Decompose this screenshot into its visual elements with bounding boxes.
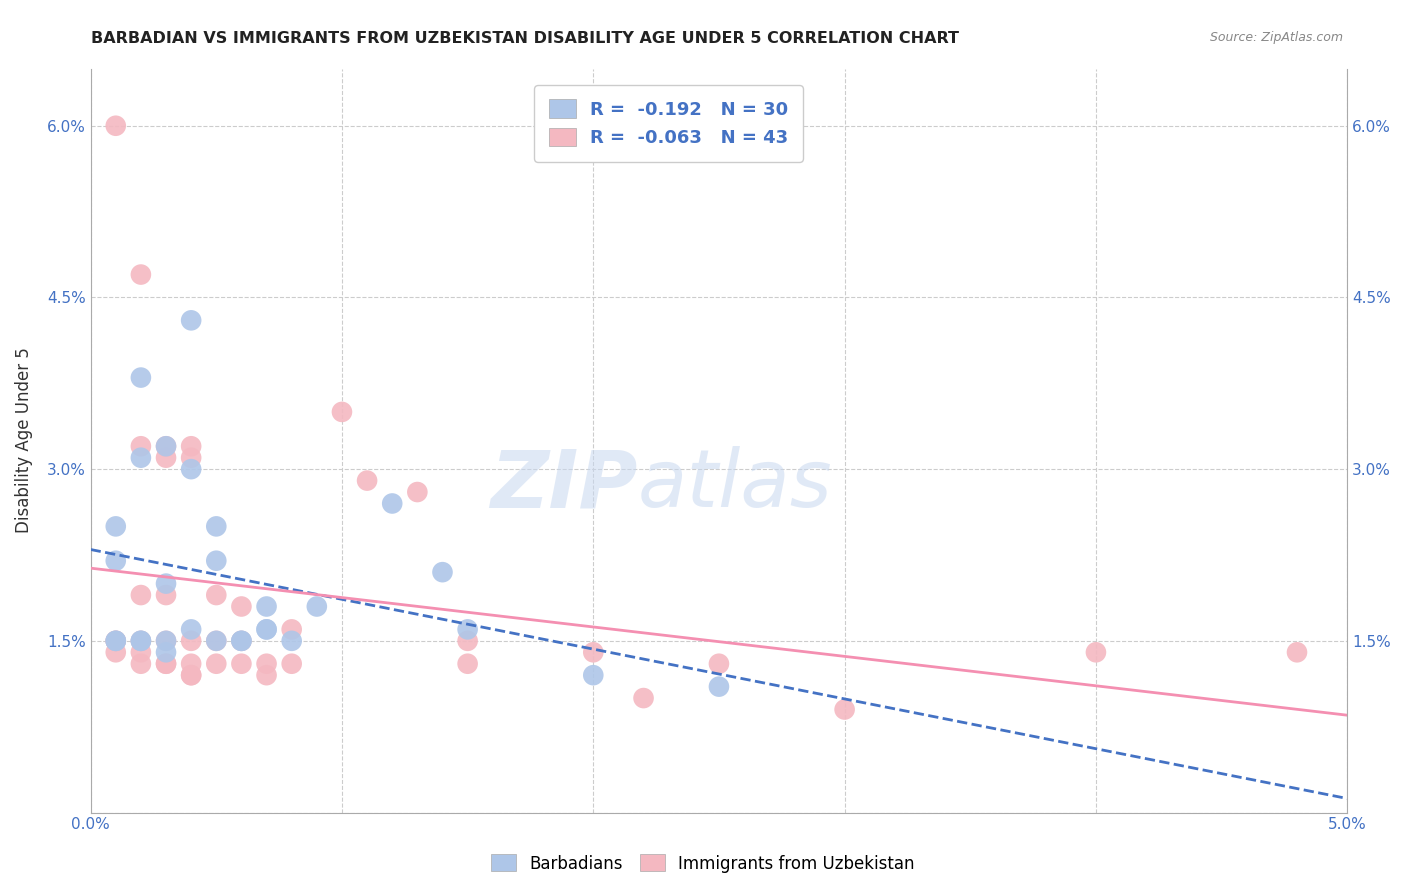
Point [155,633,177,648]
Point [129,645,152,659]
Point [205,657,228,671]
Point [256,668,278,682]
Point [129,439,152,453]
Point [707,680,730,694]
Point [104,554,127,568]
Point [155,657,177,671]
Text: Source: ZipAtlas.com: Source: ZipAtlas.com [1209,31,1343,45]
Point [457,633,479,648]
Point [256,599,278,614]
Point [406,485,429,500]
Point [330,405,353,419]
Point [129,268,152,282]
Point [256,657,278,671]
Point [104,519,127,533]
Point [280,623,302,637]
Point [155,576,177,591]
Point [633,691,655,706]
Point [305,599,328,614]
Point [205,633,228,648]
Point [457,657,479,671]
Point [129,370,152,384]
Text: BARBADIAN VS IMMIGRANTS FROM UZBEKISTAN DISABILITY AGE UNDER 5 CORRELATION CHART: BARBADIAN VS IMMIGRANTS FROM UZBEKISTAN … [91,31,959,46]
Point [1285,645,1308,659]
Point [280,633,302,648]
Point [104,633,127,648]
Point [104,633,127,648]
Point [104,633,127,648]
Point [231,657,253,671]
Point [129,633,152,648]
Point [180,657,202,671]
Point [129,657,152,671]
Legend: Barbadians, Immigrants from Uzbekistan: Barbadians, Immigrants from Uzbekistan [485,847,921,880]
Point [104,633,127,648]
Point [104,645,127,659]
Point [231,633,253,648]
Point [231,633,253,648]
Text: ZIP: ZIP [489,446,637,524]
Point [180,313,202,327]
Point [582,645,605,659]
Point [155,450,177,465]
Point [180,668,202,682]
Point [457,623,479,637]
Point [280,657,302,671]
Point [834,702,856,716]
Point [180,439,202,453]
Point [180,450,202,465]
Point [155,439,177,453]
Point [231,599,253,614]
Point [104,119,127,133]
Point [129,633,152,648]
Point [180,668,202,682]
Point [205,588,228,602]
Point [381,496,404,510]
Point [155,645,177,659]
Point [180,462,202,476]
Point [205,633,228,648]
Legend: R =  -0.192   N = 30, R =  -0.063   N = 43: R = -0.192 N = 30, R = -0.063 N = 43 [534,85,803,161]
Point [129,450,152,465]
Point [256,623,278,637]
Point [1084,645,1107,659]
Point [231,633,253,648]
Point [432,565,454,579]
Point [155,657,177,671]
Point [205,519,228,533]
Point [155,633,177,648]
Point [129,588,152,602]
Point [180,623,202,637]
Text: atlas: atlas [637,446,832,524]
Point [205,554,228,568]
Point [180,633,202,648]
Point [129,633,152,648]
Point [356,474,378,488]
Y-axis label: Disability Age Under 5: Disability Age Under 5 [15,348,32,533]
Point [707,657,730,671]
Point [256,623,278,637]
Point [155,439,177,453]
Point [155,588,177,602]
Point [582,668,605,682]
